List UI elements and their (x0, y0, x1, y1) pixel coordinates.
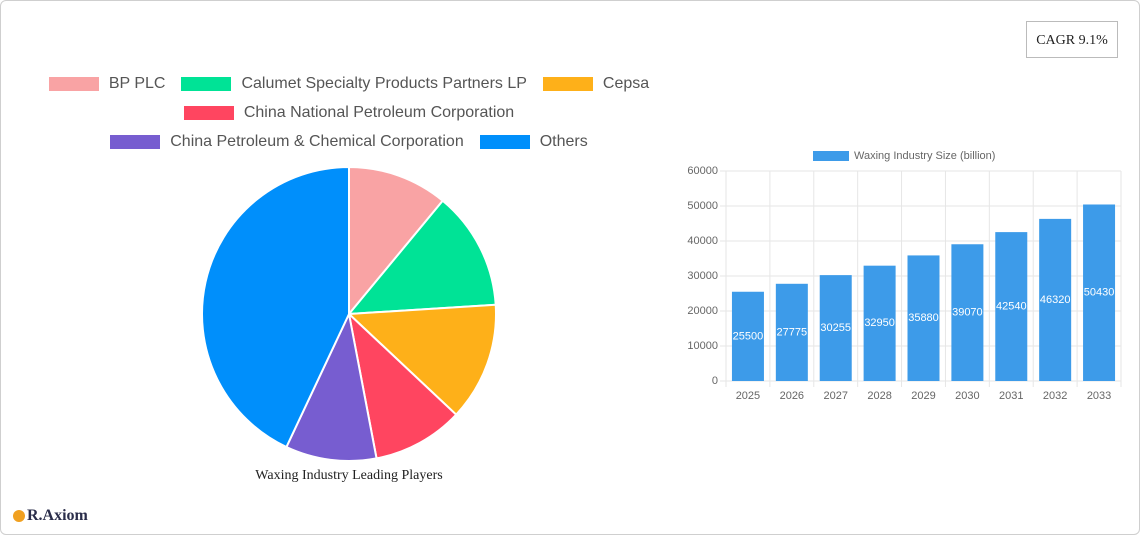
legend-item: Others (479, 131, 588, 152)
data-label: 42540 (996, 300, 1027, 312)
legend-item: Calumet Specialty Products Partners LP (181, 73, 527, 94)
legend-swatch (183, 105, 234, 120)
pie-title: Waxing Industry Leading Players (255, 468, 442, 483)
y-tick-label: 0 (712, 375, 718, 387)
data-label: 39070 (952, 307, 983, 319)
legend-item: China National Petroleum Corporation (183, 102, 515, 123)
x-tick-label: 2025 (736, 390, 760, 402)
legend-swatch (181, 76, 232, 91)
logo-text: R.Axiom (27, 507, 88, 524)
x-tick-label: 2030 (955, 390, 979, 402)
bar (907, 255, 940, 381)
legend-label: China Petroleum & Chemical Corporation (170, 132, 464, 150)
x-tick-label: 2027 (823, 390, 847, 402)
x-tick-label: 2031 (999, 390, 1023, 402)
y-tick-label: 60000 (687, 165, 718, 177)
legend-swatch (479, 134, 530, 149)
data-label: 27775 (777, 326, 808, 338)
pie-legend: BP PLC Calumet Specialty Products Partner… (29, 73, 669, 152)
pie-slice (347, 311, 458, 460)
legend-label: Calumet Specialty Products Partners LP (241, 74, 527, 92)
legend-swatch (542, 76, 593, 91)
pie-slice (346, 303, 497, 417)
legend-label: BP PLC (108, 74, 166, 92)
legend-label: Cepsa (602, 74, 650, 92)
data-label: 30255 (820, 322, 851, 334)
legend-label: Others (539, 132, 588, 150)
data-label: 35880 (908, 312, 939, 324)
bar (731, 291, 764, 381)
bar (1039, 218, 1072, 381)
bar (775, 283, 808, 381)
legend-swatch (813, 151, 849, 161)
data-label: 46320 (1040, 294, 1071, 306)
data-label: 25500 (733, 330, 764, 342)
y-tick-label: 30000 (687, 270, 718, 282)
cagr-badge: CAGR 9.1% (1026, 21, 1118, 58)
legend-label: China National Petroleum Corporation (243, 103, 515, 121)
y-tick-label: 40000 (687, 235, 718, 247)
logo-icon (13, 510, 25, 522)
legend-swatch (110, 134, 161, 149)
bar (1083, 204, 1116, 381)
y-tick-label: 20000 (687, 305, 718, 317)
pie-slice (285, 310, 378, 462)
x-tick-label: 2026 (780, 390, 804, 402)
x-tick-label: 2028 (867, 390, 891, 402)
bar (951, 244, 984, 381)
pie-slice (201, 165, 350, 449)
bar (819, 275, 852, 381)
legend-item: BP PLC (48, 73, 166, 94)
bar (863, 265, 896, 381)
x-tick-label: 2032 (1043, 390, 1067, 402)
y-tick-label: 10000 (687, 340, 718, 352)
x-tick-label: 2029 (911, 390, 935, 402)
bar (995, 232, 1028, 381)
x-tick-label: 2033 (1087, 390, 1111, 402)
legend-swatch (48, 76, 99, 91)
legend-label: Waxing Industry Size (billion) (854, 150, 995, 162)
data-label: 32950 (864, 317, 895, 329)
pie-slice (346, 199, 497, 316)
y-tick-label: 50000 (687, 200, 718, 212)
pie-slice (348, 165, 445, 317)
legend-item: China Petroleum & Chemical Corporation (110, 131, 464, 152)
data-label: 50430 (1084, 287, 1115, 299)
logo: R.Axiom (13, 507, 88, 525)
legend-item: Cepsa (542, 73, 650, 94)
